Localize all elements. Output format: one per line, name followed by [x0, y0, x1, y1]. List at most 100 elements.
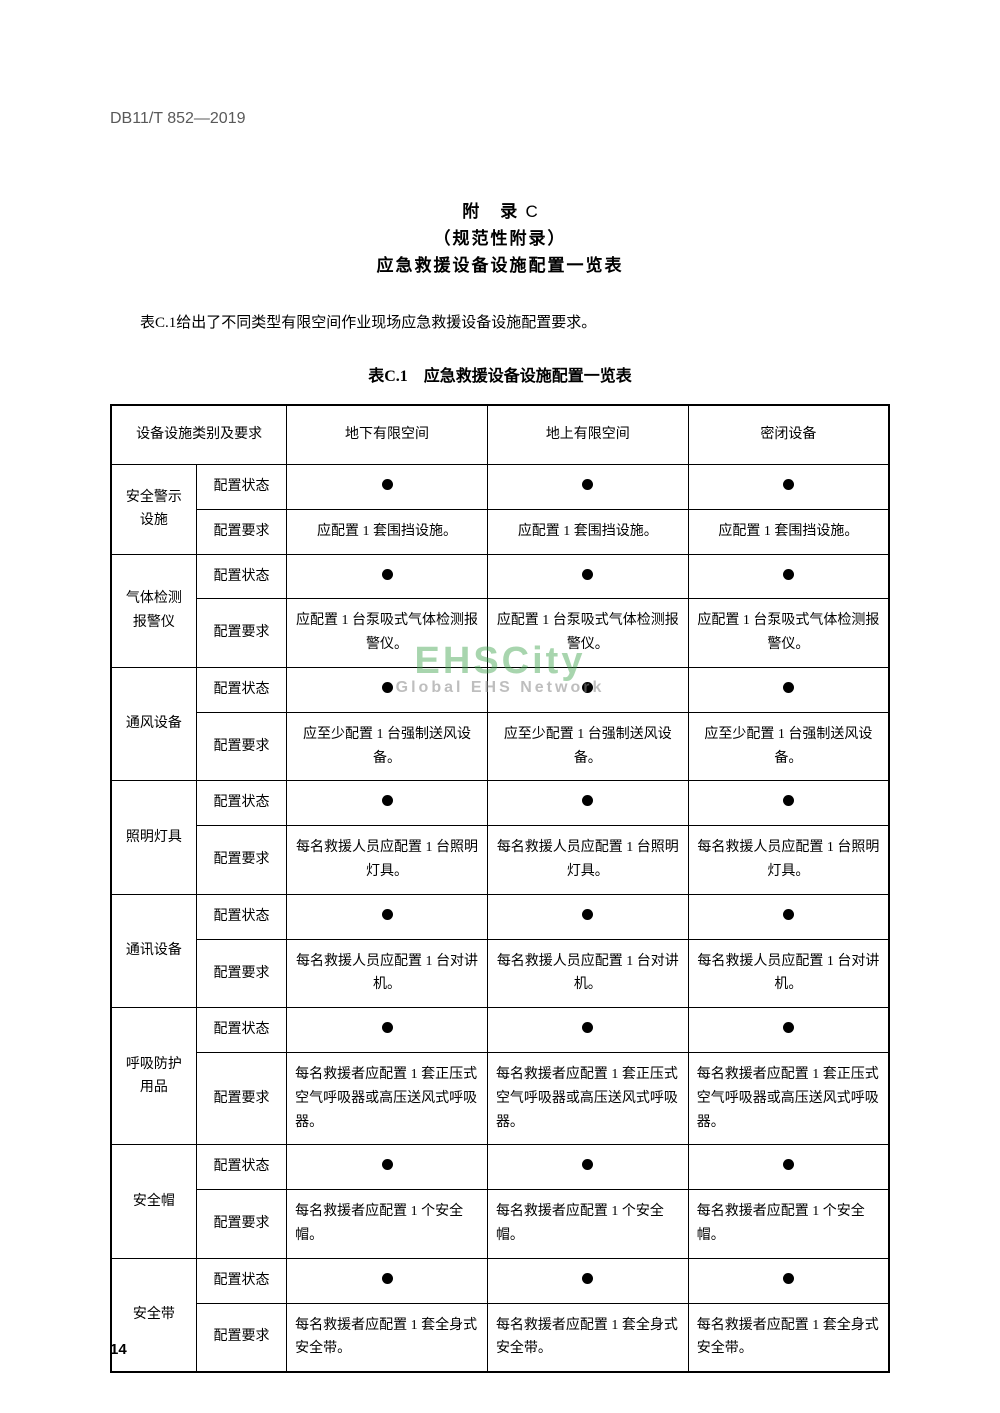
requirement-cell: 应配置 1 台泵吸式气体检测报警仪。 — [688, 599, 889, 668]
requirement-label: 配置要求 — [196, 712, 286, 781]
status-label: 配置状态 — [196, 1145, 286, 1190]
appendix-title: 应急救援设备设施配置一览表 — [110, 252, 890, 279]
requirement-cell: 应至少配置 1 台强制送风设备。 — [688, 712, 889, 781]
table-caption: 表C.1 应急救援设备设施配置一览表 — [110, 362, 890, 386]
requirement-cell: 每名救援者应配置 1 套全身式安全带。 — [487, 1303, 688, 1372]
dot-icon — [582, 569, 593, 580]
table-row: 配置要求每名救援者应配置 1 套正压式空气呼吸器或高压送风式呼吸器。每名救援者应… — [111, 1053, 889, 1145]
dot-icon — [783, 795, 794, 806]
status-cell — [487, 894, 688, 939]
table-row: 安全带配置状态 — [111, 1258, 889, 1303]
dot-icon — [783, 1273, 794, 1284]
appendix-label-line: 附 录 C — [110, 198, 890, 225]
requirement-label: 配置要求 — [196, 1190, 286, 1259]
requirement-cell: 应至少配置 1 台强制送风设备。 — [287, 712, 488, 781]
dot-icon — [783, 1159, 794, 1170]
dot-icon — [582, 682, 593, 693]
status-cell — [688, 668, 889, 713]
requirement-label: 配置要求 — [196, 1053, 286, 1145]
appendix-header: 附 录 C （规范性附录） 应急救援设备设施配置一览表 — [110, 198, 890, 280]
table-row: 配置要求每名救援人员应配置 1 台对讲机。每名救援人员应配置 1 台对讲机。每名… — [111, 939, 889, 1008]
requirement-cell: 应配置 1 套围挡设施。 — [487, 509, 688, 554]
status-cell — [287, 894, 488, 939]
status-cell — [287, 781, 488, 826]
dot-icon — [382, 1273, 393, 1284]
table-row: 安全警示设施配置状态 — [111, 465, 889, 510]
table-row: 呼吸防护用品配置状态 — [111, 1008, 889, 1053]
equipment-table: 设备设施类别及要求地下有限空间地上有限空间密闭设备安全警示设施配置状态配置要求应… — [110, 404, 890, 1374]
status-cell — [688, 1008, 889, 1053]
status-cell — [287, 554, 488, 599]
category-cell: 通风设备 — [111, 668, 196, 781]
page-number: 14 — [110, 1341, 127, 1358]
table-row: 配置要求应至少配置 1 台强制送风设备。应至少配置 1 台强制送风设备。应至少配… — [111, 712, 889, 781]
requirement-cell: 应配置 1 台泵吸式气体检测报警仪。 — [287, 599, 488, 668]
requirement-cell: 每名救援者应配置 1 个安全帽。 — [688, 1190, 889, 1259]
status-cell — [287, 1145, 488, 1190]
status-cell — [287, 1008, 488, 1053]
dot-icon — [582, 1273, 593, 1284]
header-category: 设备设施类别及要求 — [111, 405, 287, 465]
status-cell — [287, 465, 488, 510]
dot-icon — [582, 795, 593, 806]
status-label: 配置状态 — [196, 465, 286, 510]
requirement-cell: 应配置 1 套围挡设施。 — [688, 509, 889, 554]
requirement-cell: 应至少配置 1 台强制送风设备。 — [487, 712, 688, 781]
status-cell — [487, 781, 688, 826]
table-row: 通讯设备配置状态 — [111, 894, 889, 939]
requirement-label: 配置要求 — [196, 1303, 286, 1372]
category-cell: 照明灯具 — [111, 781, 196, 894]
dot-icon — [382, 795, 393, 806]
dot-icon — [783, 479, 794, 490]
dot-icon — [382, 1159, 393, 1170]
dot-icon — [582, 1159, 593, 1170]
table-row: 安全帽配置状态 — [111, 1145, 889, 1190]
appendix-label: 附 录 — [462, 202, 519, 221]
category-cell: 气体检测报警仪 — [111, 554, 196, 667]
status-cell — [688, 1145, 889, 1190]
status-cell — [487, 1258, 688, 1303]
appendix-letter: C — [525, 202, 537, 221]
dot-icon — [582, 909, 593, 920]
status-cell — [487, 554, 688, 599]
status-cell — [487, 465, 688, 510]
status-cell — [487, 1145, 688, 1190]
requirement-label: 配置要求 — [196, 826, 286, 895]
status-cell — [688, 465, 889, 510]
status-cell — [688, 894, 889, 939]
status-cell — [487, 668, 688, 713]
requirement-cell: 每名救援者应配置 1 套全身式安全带。 — [688, 1303, 889, 1372]
dot-icon — [382, 569, 393, 580]
category-cell: 呼吸防护用品 — [111, 1008, 196, 1145]
requirement-label: 配置要求 — [196, 939, 286, 1008]
header-col1: 地下有限空间 — [287, 405, 488, 465]
status-label: 配置状态 — [196, 781, 286, 826]
requirement-cell: 每名救援人员应配置 1 台对讲机。 — [287, 939, 488, 1008]
requirement-cell: 应配置 1 套围挡设施。 — [287, 509, 488, 554]
requirement-cell: 每名救援人员应配置 1 台照明灯具。 — [487, 826, 688, 895]
dot-icon — [783, 569, 794, 580]
intro-paragraph: 表C.1给出了不同类型有限空间作业现场应急救援设备设施配置要求。 — [110, 310, 890, 337]
table-row: 配置要求每名救援人员应配置 1 台照明灯具。每名救援人员应配置 1 台照明灯具。… — [111, 826, 889, 895]
category-cell: 通讯设备 — [111, 894, 196, 1007]
requirement-cell: 每名救援者应配置 1 套全身式安全带。 — [287, 1303, 488, 1372]
status-cell — [487, 1008, 688, 1053]
table-row: 气体检测报警仪配置状态 — [111, 554, 889, 599]
table-row: 配置要求应配置 1 套围挡设施。应配置 1 套围挡设施。应配置 1 套围挡设施。 — [111, 509, 889, 554]
dot-icon — [783, 682, 794, 693]
requirement-cell: 每名救援人员应配置 1 台对讲机。 — [688, 939, 889, 1008]
dot-icon — [382, 1022, 393, 1033]
status-cell — [688, 781, 889, 826]
table-row: 配置要求每名救援者应配置 1 个安全帽。每名救援者应配置 1 个安全帽。每名救援… — [111, 1190, 889, 1259]
status-cell — [688, 1258, 889, 1303]
requirement-label: 配置要求 — [196, 509, 286, 554]
dot-icon — [382, 909, 393, 920]
requirement-cell: 每名救援者应配置 1 个安全帽。 — [287, 1190, 488, 1259]
requirement-cell: 每名救援者应配置 1 套正压式空气呼吸器或高压送风式呼吸器。 — [287, 1053, 488, 1145]
table-row: 通风设备配置状态 — [111, 668, 889, 713]
dot-icon — [783, 1022, 794, 1033]
status-label: 配置状态 — [196, 668, 286, 713]
dot-icon — [783, 909, 794, 920]
appendix-type: （规范性附录） — [110, 225, 890, 252]
table-header-row: 设备设施类别及要求地下有限空间地上有限空间密闭设备 — [111, 405, 889, 465]
